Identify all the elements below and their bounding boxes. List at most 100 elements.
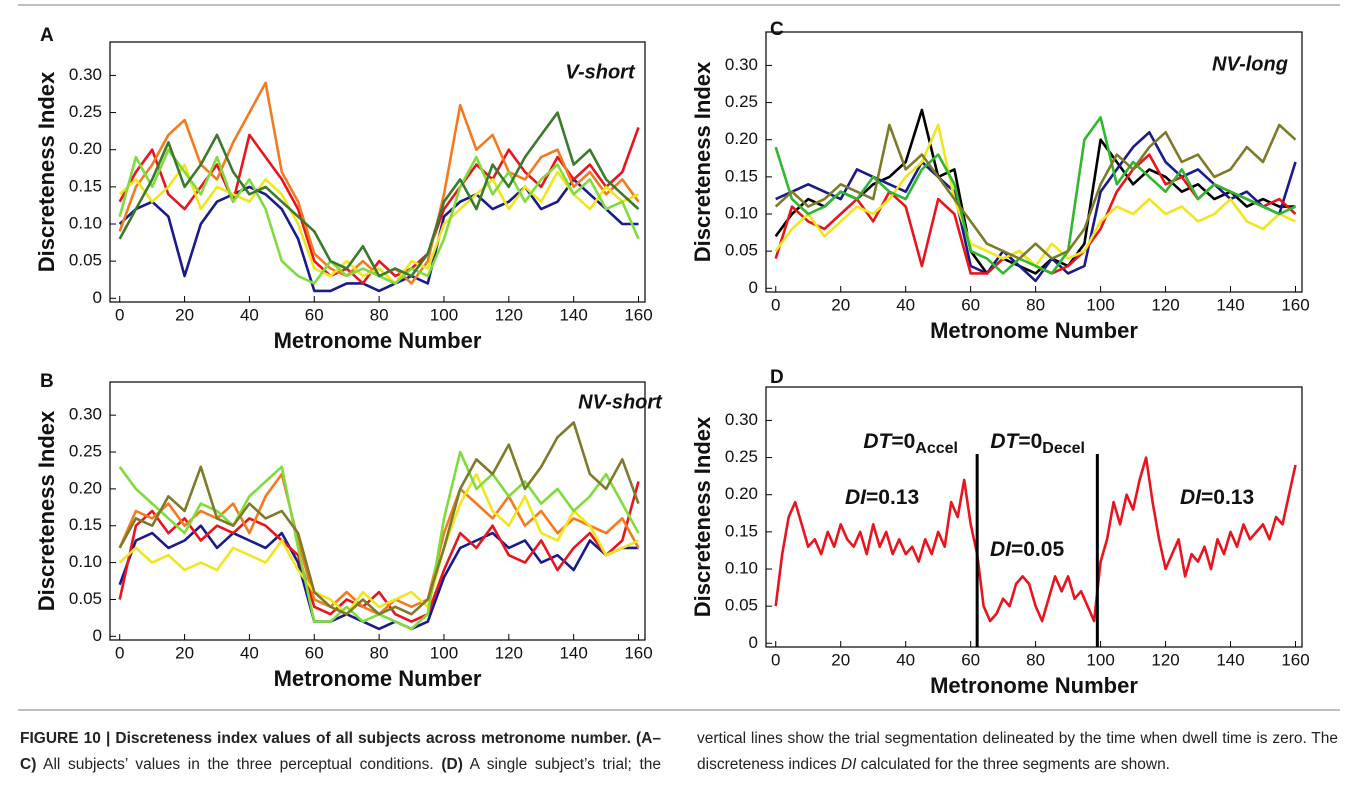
y-tick-label: 0.25 (69, 102, 102, 121)
x-tick-label: 160 (1281, 295, 1309, 314)
y-tick-label: 0.20 (725, 129, 758, 148)
annotation: DI=0.13 (1180, 486, 1254, 509)
y-tick-label: 0.30 (69, 65, 102, 84)
annotation-text: =0 (891, 430, 915, 453)
annotation-text: =0.13 (1201, 486, 1254, 509)
y-tick-label: 0.30 (69, 405, 102, 424)
x-tick-label: 120 (1151, 650, 1179, 669)
y-tick-label: 0.30 (725, 55, 758, 74)
y-tick-label: 0.15 (725, 521, 758, 540)
x-tick-label: 20 (831, 295, 850, 314)
y-tick-label: 0 (93, 288, 102, 307)
x-axis-label: Metronome Number (274, 328, 482, 353)
annotation-italic: DI (1180, 486, 1202, 509)
y-axis-label: Discreteness Index (34, 410, 59, 611)
x-tick-label: 20 (831, 650, 850, 669)
x-tick-label: 120 (495, 643, 523, 662)
x-tick-label: 100 (430, 643, 458, 662)
y-tick-label: 0.05 (69, 589, 102, 608)
x-tick-label: 160 (624, 643, 652, 662)
y-tick-label: 0.20 (69, 139, 102, 158)
y-tick-label: 0.15 (725, 166, 758, 185)
panel-label: A (40, 25, 54, 46)
annotation-italic: DT (990, 430, 1020, 453)
x-tick-label: 100 (1086, 295, 1114, 314)
y-tick-label: 0 (749, 633, 758, 652)
series-line (118, 178, 639, 293)
caption: FIGURE 10 | Discreteness index values of… (20, 726, 1338, 777)
series-line (774, 153, 1297, 275)
plot-frame (109, 41, 646, 303)
caption-run: (A–C) (20, 730, 661, 773)
plot-frame (765, 386, 1303, 648)
series-line (118, 81, 640, 285)
x-axis-label: Metronome Number (930, 673, 1138, 698)
panel-title: NV-short (578, 391, 663, 413)
series-line (774, 456, 1297, 623)
series-line (118, 421, 640, 616)
x-tick-label: 40 (896, 295, 915, 314)
caption-run: A single subject’s trial; the vertical l… (462, 730, 1338, 773)
x-tick-label: 120 (495, 305, 523, 324)
x-tick-label: 140 (559, 305, 587, 324)
annotation-text: =0 (1018, 430, 1042, 453)
x-tick-label: 20 (175, 305, 194, 324)
x-tick-label: 160 (624, 305, 652, 324)
annotation: DI=0.05 (990, 538, 1064, 561)
x-tick-label: 140 (1216, 650, 1244, 669)
y-tick-label: 0 (93, 626, 102, 645)
y-tick-label: 0.10 (725, 558, 758, 577)
annotation-text: =0.13 (866, 486, 919, 509)
x-tick-label: 100 (1086, 650, 1114, 669)
annotation-text: =0.05 (1011, 538, 1064, 561)
y-tick-label: 0.15 (69, 515, 102, 534)
panel-label: B (40, 371, 54, 392)
y-tick-label: 0.20 (69, 478, 102, 497)
caption-run: DI (840, 755, 857, 773)
x-tick-label: 80 (370, 643, 389, 662)
x-tick-label: 20 (175, 643, 194, 662)
panel-title: V-short (565, 61, 636, 83)
annotation: DT=0Decel (990, 430, 1085, 458)
series-line (118, 481, 640, 623)
series-line (118, 111, 640, 278)
x-tick-label: 140 (559, 643, 587, 662)
series-line (774, 123, 1297, 260)
y-tick-label: 0.10 (725, 203, 758, 222)
annotation: DT=0Accel (863, 430, 958, 458)
x-tick-label: 0 (771, 650, 780, 669)
series-line (774, 116, 1297, 275)
annotation: DI=0.13 (845, 486, 919, 509)
y-tick-label: 0.30 (725, 410, 758, 429)
x-tick-label: 60 (305, 305, 324, 324)
x-tick-label: 120 (1151, 295, 1179, 314)
x-tick-label: 100 (430, 305, 458, 324)
y-tick-label: 0.25 (69, 442, 102, 461)
series-line (118, 126, 640, 285)
plot-frame (765, 31, 1303, 293)
x-tick-label: 60 (961, 295, 980, 314)
y-tick-label: 0.25 (725, 447, 758, 466)
annotation-sub: Decel (1042, 440, 1085, 457)
annotation-italic: DI (990, 538, 1012, 561)
y-tick-label: 0.05 (69, 251, 102, 270)
annotation-italic: DI (845, 486, 867, 509)
series-line (118, 472, 640, 616)
y-tick-label: 0.05 (725, 596, 758, 615)
y-axis-label: Discreteness Index (690, 416, 715, 617)
x-axis-label: Metronome Number (274, 666, 482, 691)
caption-run: (D) (441, 755, 463, 773)
x-tick-label: 0 (771, 295, 780, 314)
y-tick-label: 0.20 (725, 484, 758, 503)
x-tick-label: 80 (1026, 295, 1045, 314)
annotation-sub: Accel (915, 440, 958, 457)
caption-run: FIGURE 10 | Discreteness index values of… (20, 730, 631, 747)
y-tick-label: 0.05 (725, 241, 758, 260)
plot-frame (109, 381, 646, 641)
caption-run: calculated for the three segments are sh… (856, 755, 1170, 773)
panel-label: D (770, 367, 784, 388)
x-tick-label: 40 (240, 305, 259, 324)
x-tick-label: 40 (240, 643, 259, 662)
y-tick-label: 0.15 (69, 176, 102, 195)
